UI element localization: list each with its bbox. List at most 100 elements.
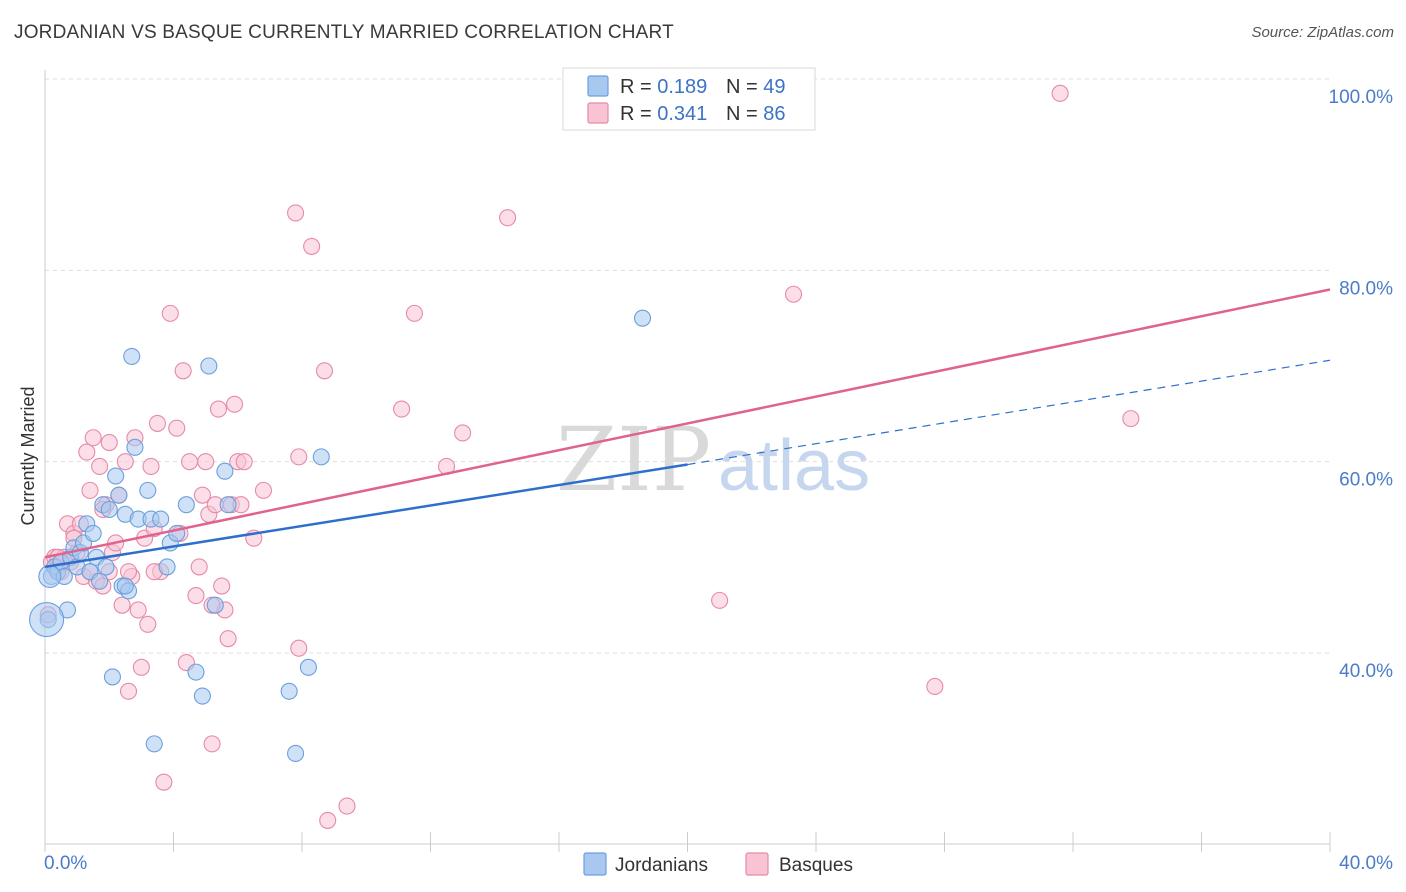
jordanians-point: [219, 496, 237, 514]
jordanians-points: [29, 309, 652, 763]
basques-point: [197, 453, 215, 471]
jordanians-trend-extension: [687, 359, 1331, 466]
basques-point: [1051, 84, 1069, 102]
bottom-legend-label-basques: Basques: [779, 855, 853, 876]
jordanians-point: [103, 668, 122, 686]
y-tick-label: 40.0%: [1339, 661, 1393, 682]
jordanians-point: [280, 682, 298, 700]
svg-text:N = 86: N = 86: [726, 103, 786, 125]
jordanians-point: [145, 735, 163, 753]
legend-n-label-basques: N =: [726, 103, 763, 125]
jordanians-point: [206, 596, 224, 614]
legend-n-value-jordanians: 49: [763, 76, 785, 98]
basques-point: [405, 304, 423, 322]
basques-point: [119, 563, 138, 581]
basques-trend-line: [44, 288, 1331, 559]
y-tick-labels: 40.0% 60.0% 80.0% 100.0%: [1329, 87, 1394, 682]
basques-point: [235, 453, 253, 471]
basques-point: [393, 400, 411, 418]
legend-swatch-jordanians: [587, 75, 609, 97]
legend-r-label-basques: R =: [620, 103, 657, 125]
legend-n-label-jordanians: N =: [726, 76, 763, 98]
basques-point: [338, 797, 356, 815]
trend-lines: [44, 288, 1331, 569]
jordanians-point: [299, 658, 317, 676]
bottom-legend-label-jordanians: Jordanians: [615, 855, 708, 876]
x-tick-label-min: 0.0%: [44, 853, 87, 874]
source-credit: Source: ZipAtlas.com: [1251, 24, 1394, 41]
basques-point: [190, 558, 208, 576]
basques-point: [209, 400, 228, 418]
jordanians-point: [100, 500, 118, 519]
basques-point: [155, 773, 173, 791]
svg-text:R = 0.341: R = 0.341: [620, 103, 707, 125]
jordanians-point: [216, 462, 234, 480]
basques-point: [81, 481, 99, 499]
jordanians-point: [107, 467, 125, 485]
jordanians-trend-line: [44, 463, 688, 569]
jordanians-point: [187, 663, 205, 681]
legend-r-value-basques: 0.341: [657, 103, 707, 125]
x-tick-labels: 0.0% 40.0%: [44, 853, 1393, 874]
basques-point: [315, 362, 334, 380]
y-tick-label: 100.0%: [1329, 87, 1394, 108]
basques-point: [129, 601, 147, 619]
basques-point: [119, 682, 138, 700]
basques-point: [113, 596, 131, 614]
basques-point: [168, 419, 186, 437]
basques-point: [454, 424, 472, 442]
watermark: ZIP atlas: [556, 408, 870, 511]
y-tick-label: 80.0%: [1339, 278, 1393, 299]
basques-point: [499, 209, 517, 227]
watermark-zip: ZIP: [556, 408, 711, 511]
chart-title: JORDANIAN VS BASQUE CURRENTLY MARRIED CO…: [14, 22, 674, 43]
basques-point: [84, 429, 102, 447]
basques-point: [1122, 410, 1140, 428]
legend-r-label-jordanians: R =: [620, 76, 657, 98]
basques-point: [78, 443, 96, 461]
jordanians-point: [200, 357, 218, 375]
basques-point: [161, 304, 179, 322]
axes: [44, 70, 1331, 852]
jordanians-point: [97, 558, 115, 576]
legend-swatch-basques: [587, 102, 609, 124]
basques-point: [254, 481, 273, 499]
basques-point: [148, 414, 166, 432]
jordanians-point: [152, 510, 170, 528]
jordanians-point: [116, 577, 134, 595]
basques-point: [181, 453, 199, 471]
basques-point: [132, 658, 150, 676]
basques-point: [287, 204, 305, 222]
svg-text:N = 49: N = 49: [726, 76, 786, 98]
jordanians-point: [287, 744, 305, 763]
jordanians-point-large: [38, 564, 62, 589]
grid-lines: [45, 78, 1330, 654]
basques-point: [142, 457, 160, 476]
basques-point: [193, 486, 211, 504]
basques-point: [174, 362, 192, 380]
jordanians-point: [139, 481, 157, 499]
jordanians-point: [177, 496, 195, 514]
basques-point: [116, 453, 134, 471]
basques-point: [290, 448, 308, 466]
svg-text:R = 0.189: R = 0.189: [620, 76, 707, 98]
basques-point: [784, 285, 803, 303]
jordanians-point: [193, 687, 211, 705]
basques-point: [139, 615, 157, 633]
bottom-legend-swatch-jordanians: [583, 852, 607, 876]
legend-n-value-basques: 86: [763, 103, 785, 125]
jordanians-point: [312, 448, 330, 466]
basques-point: [91, 457, 109, 476]
jordanians-point-large: [29, 601, 65, 638]
basques-point: [290, 639, 308, 657]
basques-point: [225, 395, 244, 413]
x-tick-label-max: 40.0%: [1339, 853, 1393, 874]
jordanians-point: [158, 558, 176, 576]
basques-point: [303, 237, 321, 255]
legend-box: R = 0.189 N = 49 R = 0.341 N = 86: [562, 67, 816, 131]
y-axis-label: Currently Married: [18, 386, 38, 525]
basques-point: [926, 677, 944, 696]
basques-point: [319, 811, 337, 829]
y-tick-label: 60.0%: [1339, 470, 1393, 491]
